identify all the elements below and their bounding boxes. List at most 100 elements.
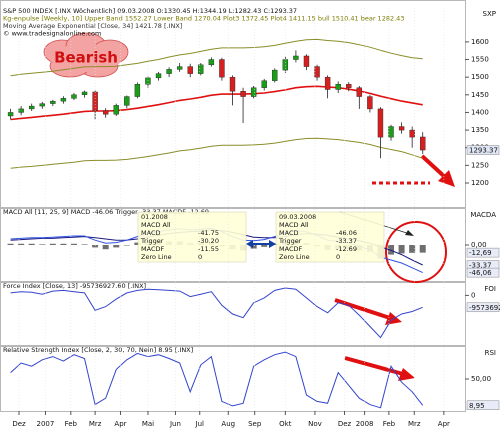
histogram-bar [81,244,88,245]
candle-body [335,84,341,90]
x-tick-label: Jul [195,420,205,428]
histogram-bar [70,243,77,245]
histogram-bar [123,245,130,246]
last-value-label: -95736927 [469,304,500,312]
candle-body [29,105,35,110]
x-tick-label: Dez [12,420,26,428]
info-label: MACDF [279,245,302,253]
info-label: MACD [279,229,298,237]
info-date: 01.2008 [141,213,168,221]
histogram-bar [92,245,99,248]
x-tick-label: Dez [338,420,352,428]
arrow-shaft [344,356,404,376]
series-line [10,38,423,77]
y-tick-label: 1550 [471,56,489,64]
series-line [10,85,423,121]
histogram-bar [261,245,268,247]
candle-body [124,96,130,106]
price-panel [0,0,466,208]
x-tick-label: Aug [221,420,235,428]
info-value: 0 [198,253,202,261]
axis-name: MACDA [470,211,496,219]
info-label: Zero Line [141,253,172,261]
y-tick-label: 0,00 [471,241,487,249]
histogram-bar [7,243,14,245]
candle-body [293,55,299,60]
info-label: Trigger [278,237,302,245]
x-tick-label: Apr [438,420,450,428]
info-label: Trigger [140,237,164,245]
candle-body [176,66,183,70]
histogram-bar [18,243,25,245]
info-value: -33.37 [336,237,357,245]
info-label: Zero Line [279,253,310,261]
last-value-box [466,267,500,278]
x-tick-label: Feb [65,420,78,428]
histogram-bar [388,245,395,255]
y-tick-label: 1600 [471,38,489,46]
arrow-shaft [420,154,448,180]
arrows [334,154,455,381]
candle-body [102,110,109,115]
info-value: 0 [336,253,340,261]
arrow-head [269,240,276,248]
candle-body [272,69,278,81]
last-value-box [466,400,500,411]
candle-body [388,126,394,138]
x-tick-label: Mrz [408,420,421,428]
candle-body [324,76,331,90]
axis-name: SXP [483,10,496,18]
histogram-bar [134,242,141,245]
info-value: -11.55 [198,245,219,253]
candle-body [346,84,352,88]
arrow-head [398,368,415,381]
pointer-head [405,230,414,236]
candle-body [420,136,426,151]
info-value: -30.20 [198,237,219,245]
x-tick-label: Feb [383,420,396,428]
candle-body [229,76,236,92]
candle-body [18,108,24,113]
x-tick-label: Apr [114,420,126,428]
histogram-bar [49,243,56,245]
histogram-bar [113,245,120,248]
header-text: MACD All [11, 25, 9] MACD -46.06 Trigger… [3,208,209,216]
axis-name: RSI [485,349,496,357]
info-box [275,211,385,263]
series-line [10,287,423,339]
last-value-box [466,302,500,313]
y-tick-label: 1400 [471,108,489,116]
bearish-cloud [43,32,129,78]
info-value: -12.69 [336,245,357,253]
histogram-bar [28,243,35,245]
info-date: 09.03.2008 [279,213,316,221]
header-text: Kg-enpulse [Weekly, 10] Upper Band 1552.… [3,15,404,23]
arrow-shaft [334,298,391,320]
highlight-circle [385,221,447,283]
x-tick-label: 2008 [356,420,374,428]
series-line [10,351,424,409]
last-value-label: 8,95 [469,402,485,410]
cloud-core [50,44,122,72]
candle-body [71,94,77,99]
histogram-bar [102,245,109,250]
header-text: Moving Average Exponential [Close, 34] 1… [3,22,182,30]
last-value-label: -33,37 [469,262,492,270]
panel-frames [0,0,466,412]
info-value: -46.06 [336,229,357,237]
x-tick-label: Mrz [89,420,102,428]
candle-body [134,84,141,97]
candle-body [398,126,405,131]
candle-body [303,55,310,67]
candle-body [39,103,45,107]
candle-body [261,80,267,88]
candle-body [198,64,204,74]
axis-name: FOI [484,285,496,293]
header-text: Relative Strength Index [Close, 2, 30, 7… [3,346,193,354]
last-value-box [466,247,500,258]
header-text: © www.tradesignalonline.com [3,30,101,38]
histogram-bar [60,243,67,245]
info-label: MACD [141,229,160,237]
last-value-label: 1293.37 [469,147,498,155]
